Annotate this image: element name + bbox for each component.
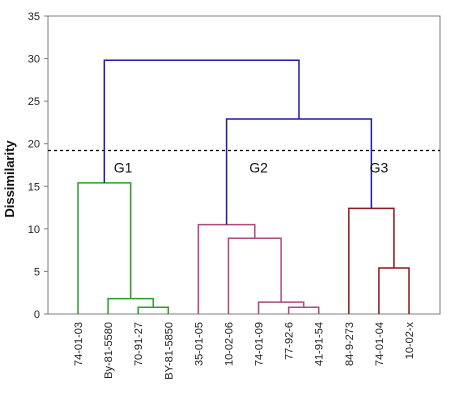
leaf-label: BY-81-5850 <box>163 322 175 380</box>
dendrogram-tree <box>48 59 440 314</box>
merge-branch <box>378 267 410 314</box>
dendrogram-link <box>225 118 373 225</box>
merge-branch <box>348 207 395 314</box>
leaf-label: 41-91-54 <box>314 322 326 366</box>
y-tick-label: 10 <box>28 224 40 236</box>
axes <box>44 15 441 315</box>
merge-branch <box>103 59 300 183</box>
leaf-label: 74-01-09 <box>254 322 266 366</box>
merge-branch <box>107 297 154 314</box>
merge-branch <box>225 118 373 225</box>
leaf-label: 35-01-05 <box>193 322 205 366</box>
leaf-label: 10-02-06 <box>223 322 235 366</box>
leaf-label: 77-92-6 <box>284 322 296 360</box>
merge-branch <box>257 301 305 314</box>
dendrogram-link <box>137 306 170 314</box>
y-tick-label: 0 <box>34 309 40 321</box>
merge-branch <box>227 237 282 314</box>
leaf-label: 10-02-x <box>404 322 416 360</box>
dendrogram-link <box>378 267 410 314</box>
leaf-label: By-81-5580 <box>103 322 115 379</box>
merge-branch <box>77 182 132 314</box>
group-label: G2 <box>249 160 268 176</box>
dendrogram-link <box>103 59 300 183</box>
leaf-label: 74-01-03 <box>73 322 85 366</box>
y-tick-label: 35 <box>28 11 40 23</box>
leaf-label: 84-9-273 <box>344 322 356 366</box>
dendrogram-link <box>227 237 282 314</box>
dendrogram-link <box>77 182 132 314</box>
y-tick-label: 5 <box>34 266 40 278</box>
y-axis-title: Dissimilarity <box>2 140 17 218</box>
merge-branch <box>137 306 170 314</box>
leaf-label: 70-91-27 <box>133 322 145 366</box>
group-label: G3 <box>370 160 389 176</box>
merge-branch <box>287 306 320 314</box>
y-tick-label: 30 <box>28 54 40 66</box>
leaf-label: 74-01-04 <box>374 322 386 366</box>
y-tick-label: 25 <box>28 96 40 108</box>
group-label: G1 <box>114 160 133 176</box>
y-tick-label: 15 <box>28 181 40 193</box>
dendrogram-link <box>107 297 154 314</box>
dendrogram-link <box>287 306 320 314</box>
dendrogram-link <box>348 207 395 314</box>
y-tick-label: 20 <box>28 139 40 151</box>
labels: 0 5 10 15 20 25 30 35 G1 G2 G3 74-01-03 By-81-5580 70… <box>28 11 416 380</box>
dendrogram-link <box>257 301 305 314</box>
plot-frame <box>47 15 441 315</box>
